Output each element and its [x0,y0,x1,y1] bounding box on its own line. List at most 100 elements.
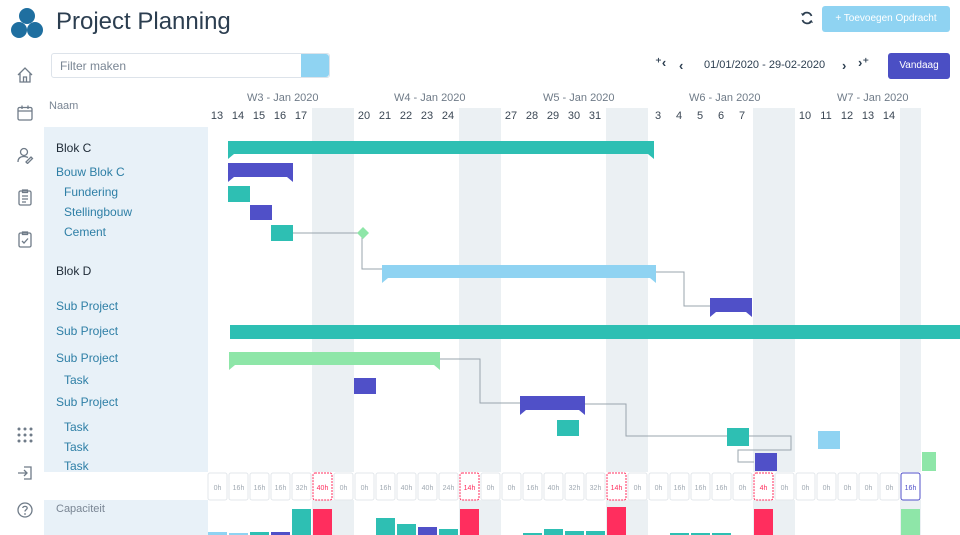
capacity-hours: 0h [487,485,495,492]
add-assignment-button[interactable]: + Toevoegen Opdracht [822,6,950,32]
capacity-cell[interactable] [228,472,249,501]
next-period-button[interactable]: › [842,58,846,73]
clipboard-list-icon[interactable] [16,188,34,206]
summary-bar-end [579,410,585,415]
capacity-cell[interactable] [270,472,291,501]
filter-input[interactable] [52,54,302,77]
capacity-cell[interactable] [501,472,522,501]
capacity-bar [523,533,542,535]
task-row-label[interactable]: Task [64,440,89,454]
capacity-cell[interactable] [438,472,459,501]
summary-bar[interactable] [228,141,654,154]
sub-project-row-label[interactable]: Sub Project [56,324,119,338]
project-row-label[interactable]: Blok D [56,264,92,278]
project-row-label[interactable]: Blok C [56,141,92,155]
weekend-column [774,500,795,535]
weekend-column [606,108,627,472]
capacity-cell[interactable] [354,472,375,501]
task-bar[interactable] [818,431,840,449]
task-bar[interactable] [250,205,272,220]
sub-project-row-label[interactable]: Sub Project [56,395,119,409]
summary-bar[interactable] [520,396,585,410]
task-row-label[interactable]: Cement [64,225,107,239]
task-bar[interactable] [271,225,293,241]
capacity-cell[interactable] [480,472,501,501]
prev-period-button[interactable]: ‹ [679,58,683,73]
capacity-cell[interactable] [207,472,228,501]
filter-button[interactable] [301,54,329,77]
capacity-cell[interactable] [753,472,774,501]
capacity-cell[interactable] [543,472,564,501]
capacity-bar [460,509,479,535]
sub-project-row-label[interactable]: Sub Project [56,351,119,365]
calendar-icon[interactable] [16,104,34,122]
task-row-label[interactable]: Task [64,420,89,434]
zoom-out-icon: ⁺‹ [655,55,667,70]
task-bar[interactable] [228,186,250,202]
capacity-cell[interactable] [312,472,333,501]
capacity-cell[interactable] [837,472,858,501]
task-row-label[interactable]: Fundering [64,185,119,199]
weekend-column [333,500,354,535]
task-bar[interactable] [354,378,376,394]
user-edit-icon[interactable] [16,146,34,164]
capacity-cell[interactable] [522,472,543,501]
dependency-line [655,271,710,307]
capacity-cell[interactable] [585,472,606,501]
apps-grid-icon[interactable] [16,426,34,444]
milestone-diamond[interactable] [357,227,369,239]
capacity-cell[interactable] [690,472,711,501]
capacity-hours: 32h [590,485,602,492]
capacity-cell[interactable] [606,472,627,501]
summary-bar[interactable] [229,352,440,365]
task-bar[interactable] [755,453,777,471]
task-row-label[interactable]: Stellingbouw [64,205,133,219]
capacity-hours: 0h [844,485,852,492]
capacity-cell[interactable] [816,472,837,501]
task-bar[interactable] [727,428,749,446]
summary-bar[interactable] [382,265,656,278]
clipboard-check-icon[interactable] [16,230,34,248]
capacity-cell[interactable] [900,472,921,501]
capacity-cell[interactable] [249,472,270,501]
task-bar[interactable] [922,452,936,471]
capacity-cell[interactable] [669,472,690,501]
capacity-hours: 16h [695,485,707,492]
capacity-hours: 0h [886,485,894,492]
capacity-cell[interactable] [732,472,753,501]
summary-bar[interactable] [228,163,293,177]
capacity-cell[interactable] [333,472,354,501]
capacity-cell[interactable] [396,472,417,501]
capacity-cell[interactable] [858,472,879,501]
task-row-label[interactable]: Task [64,373,89,387]
summary-bar[interactable] [710,298,752,312]
capacity-cell[interactable] [879,472,900,501]
capacity-cell[interactable] [564,472,585,501]
zoom-in-button[interactable]: ›⁺ [858,55,869,71]
home-icon[interactable] [16,66,34,84]
weekend-column [312,108,333,472]
company-logo [11,8,43,38]
sub-project-row-label[interactable]: Sub Project [56,299,119,313]
capacity-cell[interactable] [291,472,312,501]
refresh-button[interactable] [796,8,818,28]
capacity-cell[interactable] [774,472,795,501]
sub-project-row-label[interactable]: Bouw Blok C [56,165,125,179]
capacity-cell[interactable] [795,472,816,501]
task-row-label[interactable]: Task [64,459,89,473]
capacity-cell[interactable] [417,472,438,501]
zoom-out-button[interactable]: ⁺‹ [655,55,666,71]
capacity-hours: 0h [865,485,873,492]
help-icon[interactable] [16,501,34,519]
capacity-hours: 0h [214,485,222,492]
capacity-cell[interactable] [375,472,396,501]
task-bar[interactable] [557,420,579,436]
summary-bar[interactable] [230,325,960,339]
logout-icon[interactable] [16,464,34,482]
today-button[interactable]: Vandaag [888,53,950,79]
capacity-cell[interactable] [711,472,732,501]
capacity-cell[interactable] [648,472,669,501]
capacity-cell[interactable] [459,472,480,501]
capacity-cell[interactable] [627,472,648,501]
